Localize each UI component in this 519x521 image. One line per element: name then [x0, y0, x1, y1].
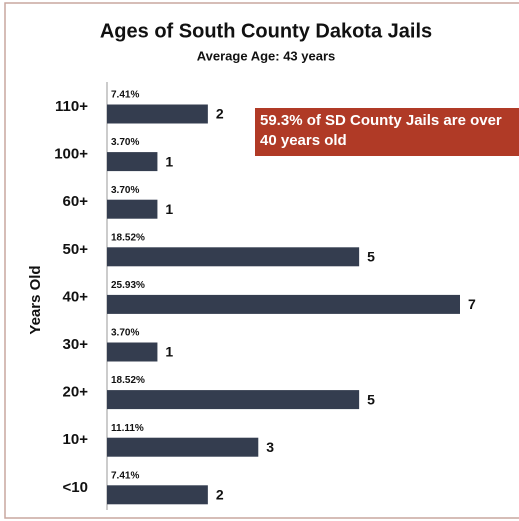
chart-title: Ages of South County Dakota Jails	[100, 20, 432, 42]
percent-label: 18.52%	[111, 232, 145, 243]
bar	[107, 294, 460, 314]
y-tick-label: 60+	[63, 193, 89, 210]
value-label: 1	[165, 344, 173, 360]
percent-label: 7.41%	[111, 470, 139, 481]
bar	[107, 104, 208, 124]
y-tick-label: 10+	[63, 431, 89, 448]
chart-subtitle: Average Age: 43 years	[197, 48, 336, 63]
y-tick-label: 100+	[54, 146, 88, 163]
percent-label: 11.11%	[111, 423, 144, 434]
value-label: 1	[165, 153, 173, 169]
annotation-text: 59.3% of SD County Jails are over	[260, 112, 502, 129]
bar	[107, 199, 158, 219]
percent-label: 7.41%	[111, 90, 139, 101]
bar	[107, 390, 360, 410]
bar	[107, 247, 360, 267]
bar	[107, 437, 259, 457]
value-label: 3	[266, 439, 274, 455]
value-label: 1	[165, 201, 173, 217]
value-label: 7	[468, 296, 476, 312]
value-label: 5	[367, 249, 375, 265]
annotation-box	[255, 108, 519, 156]
y-tick-label: 50+	[63, 241, 89, 258]
percent-label: 18.52%	[111, 375, 145, 386]
value-label: 2	[216, 487, 224, 503]
annotation-text: 40 years old	[260, 132, 347, 149]
y-tick-label: 20+	[63, 384, 89, 401]
y-axis-label: Years Old	[27, 265, 44, 334]
bar	[107, 485, 208, 505]
bar	[107, 342, 158, 362]
y-tick-label: 30+	[63, 336, 89, 353]
value-label: 2	[216, 106, 224, 122]
percent-label: 25.93%	[111, 280, 145, 291]
percent-label: 3.70%	[111, 328, 139, 339]
y-tick-label: 40+	[63, 288, 89, 305]
percent-label: 3.70%	[111, 185, 139, 196]
bar	[107, 152, 158, 172]
percent-label: 3.70%	[111, 137, 139, 148]
value-label: 5	[367, 391, 375, 407]
y-tick-label: 110+	[55, 98, 88, 115]
y-tick-label: <10	[63, 479, 88, 496]
